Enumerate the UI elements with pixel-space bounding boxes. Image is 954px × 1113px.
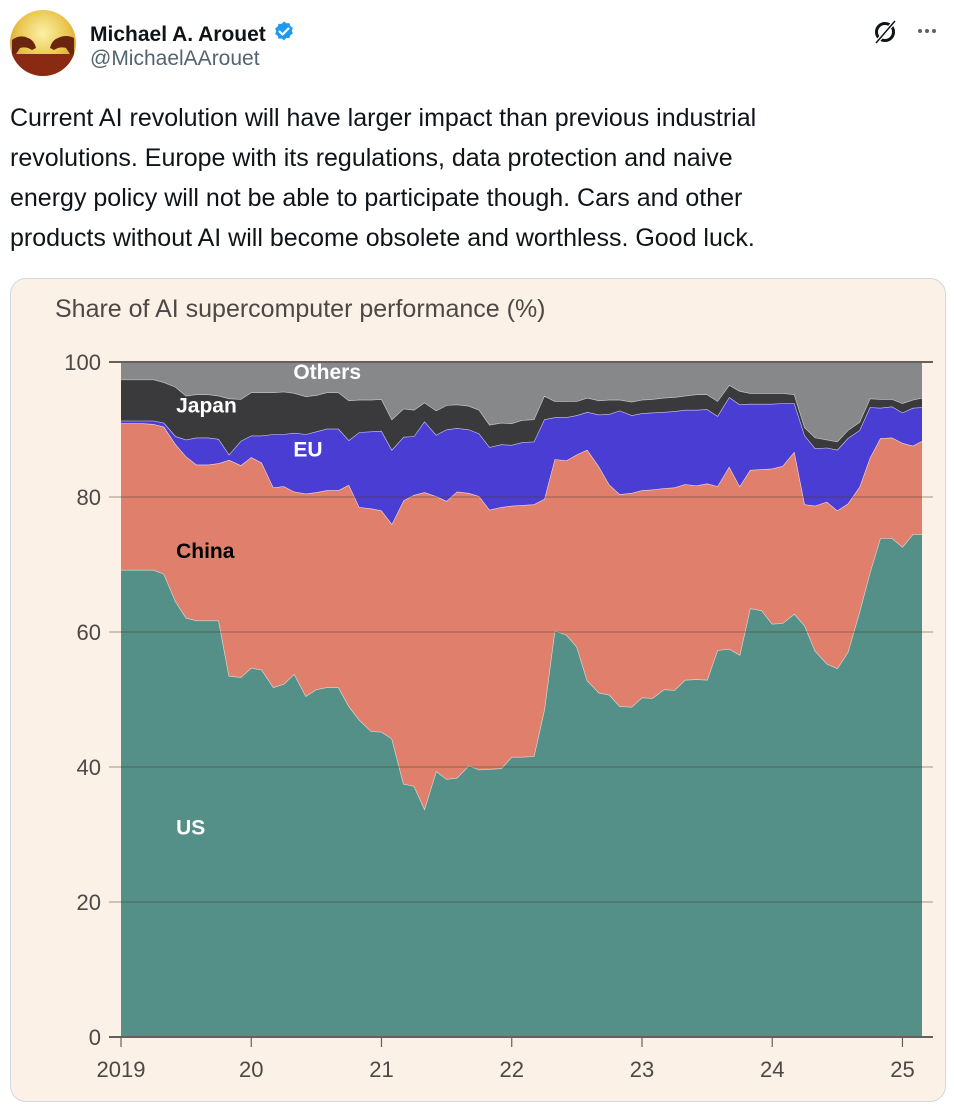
user-handle[interactable]: @MichaelAArouet <box>90 47 260 70</box>
x-axis: 2019 20 21 22 23 24 25 <box>97 1037 915 1082</box>
avatar[interactable] <box>10 10 76 76</box>
grok-icon <box>874 19 897 45</box>
series-label-japan: Japan <box>176 395 237 418</box>
x-tick-label: 21 <box>369 1057 393 1082</box>
x-tick-label: 23 <box>630 1057 654 1082</box>
area-us <box>121 534 922 1037</box>
y-tick-label: 0 <box>89 1025 101 1050</box>
chart-areas <box>121 362 923 1037</box>
chart-gridlines <box>109 361 933 1038</box>
more-options-icon-dot <box>932 29 936 33</box>
area-china <box>121 423 922 809</box>
y-tick-label: 40 <box>77 755 101 780</box>
y-tick-label: 60 <box>77 620 101 645</box>
y-tick-label: 20 <box>77 890 101 915</box>
y-tick-label: 80 <box>77 485 101 510</box>
series-labels: US China EU Japan Others <box>176 361 361 840</box>
more-options-icon <box>918 29 922 33</box>
verified-badge-icon <box>272 20 296 49</box>
area-eu <box>121 397 922 524</box>
display-name[interactable]: Michael A. Arouet <box>90 22 266 46</box>
more-options-icon-dot <box>925 29 929 33</box>
series-label-others: Others <box>293 361 361 384</box>
chart-title: Share of AI supercomputer performance (%… <box>55 295 546 323</box>
x-tick-label: 24 <box>760 1057 784 1082</box>
boundary-us <box>121 533 922 811</box>
series-label-us: US <box>176 817 205 840</box>
x-tick-label: 22 <box>499 1057 523 1082</box>
area-japan <box>121 379 922 455</box>
more-options-button[interactable] <box>912 16 942 46</box>
x-tick-label: 2019 <box>97 1057 146 1082</box>
avatar-image <box>10 10 76 76</box>
tweet-header: Michael A. Arouet @MichaelAArouet <box>10 10 944 80</box>
stacked-area-chart: 0 20 40 60 80 100 2019 20 21 22 23 24 25 US China EU J… <box>64 350 933 1082</box>
area-others <box>121 362 922 442</box>
x-tick-label: 20 <box>239 1057 263 1082</box>
series-label-eu: EU <box>293 439 322 462</box>
name-row: Michael A. Arouet <box>90 20 296 49</box>
y-axis: 0 20 40 60 80 100 <box>64 350 101 1050</box>
x-tick-label: 25 <box>890 1057 914 1082</box>
y-tick-label: 100 <box>64 350 101 375</box>
chart-card[interactable]: Share of AI supercomputer performance (%… <box>10 278 946 1102</box>
tweet-text: Current AI revolution will have larger i… <box>10 104 757 252</box>
grok-button[interactable] <box>870 16 900 46</box>
series-label-china: China <box>176 540 235 563</box>
